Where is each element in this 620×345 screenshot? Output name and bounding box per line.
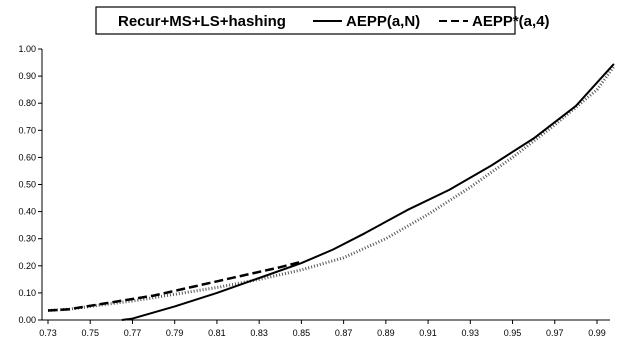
y-tick-label-6: 0.60 (18, 152, 36, 162)
y-tick-label-0: 0.00 (18, 315, 36, 325)
y-tick-label-3: 0.30 (18, 234, 36, 244)
legend-label-0: Recur+MS+LS+hashing (118, 13, 286, 30)
x-ticks: 0.73 0.75 0.77 0.79 0.81 0.83 0.85 0.87 0.89 0.91… (39, 320, 606, 338)
series-line-2 (47, 260, 302, 312)
x-tick-label-11: 0.95 (504, 328, 522, 338)
legend-entry-1: AEPP(a,N) (313, 13, 420, 30)
y-tick-label-5: 0.50 (18, 180, 36, 190)
legend-entry-2: AEPP*(a,4) (439, 13, 550, 30)
x-tick-label-12: 0.97 (546, 328, 564, 338)
legend-entry-0: Recur+MS+LS+hashing (118, 13, 286, 30)
x-tick-label-13: 0.99 (588, 328, 606, 338)
x-tick-label-0: 0.73 (39, 328, 57, 338)
x-tick-label-10: 0.93 (462, 328, 480, 338)
y-ticks: 0.00 0.10 0.20 0.30 0.40 0.50 0.60 0.70 0.80 0.90… (18, 44, 42, 325)
y-tick-label-1: 0.10 (18, 288, 36, 298)
y-tick-label-8: 0.80 (18, 98, 36, 108)
y-tick-label-4: 0.40 (18, 207, 36, 217)
x-tick-label-1: 0.75 (81, 328, 99, 338)
legend-label-1: AEPP(a,N) (346, 13, 420, 30)
y-tick-label-9: 0.90 (18, 71, 36, 81)
x-tick-label-5: 0.83 (250, 328, 268, 338)
y-tick-label-2: 0.20 (18, 261, 36, 271)
legend-label-2: AEPP*(a,4) (472, 13, 550, 30)
x-tick-label-2: 0.77 (124, 328, 142, 338)
x-tick-label-8: 0.89 (377, 328, 395, 338)
series-line-0 (47, 65, 616, 312)
x-tick-label-3: 0.79 (166, 328, 184, 338)
x-tick-label-9: 0.91 (419, 328, 437, 338)
x-tick-label-6: 0.85 (293, 328, 311, 338)
x-tick-label-7: 0.87 (335, 328, 353, 338)
x-tick-label-4: 0.81 (208, 328, 226, 338)
y-tick-label-7: 0.70 (18, 125, 36, 135)
series-line-1 (121, 63, 615, 321)
y-tick-label-10: 1.00 (18, 44, 36, 54)
series-layer (47, 63, 616, 321)
